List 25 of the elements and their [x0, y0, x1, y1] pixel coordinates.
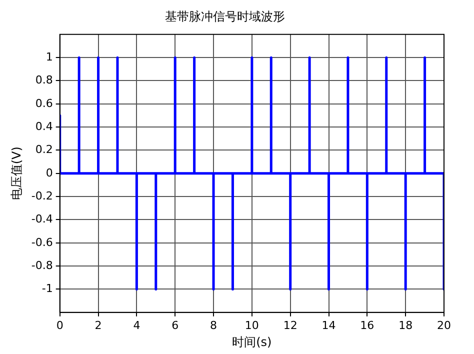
y-tick-label: 0.4 [35, 120, 53, 133]
x-tick-label: 4 [133, 318, 140, 332]
x-tick-label: 18 [398, 318, 413, 332]
y-tick-label: -1 [42, 282, 53, 296]
x-tick-label: 10 [244, 318, 259, 332]
x-tick-label: 12 [283, 318, 298, 332]
y-tick-label: 1 [46, 50, 53, 64]
chart-title: 基带脉冲信号时域波形 [165, 9, 285, 24]
y-tick-label: 0 [46, 166, 53, 180]
x-tick-label: 0 [56, 318, 64, 332]
x-tick-label: 8 [210, 318, 218, 332]
y-tick-label: 0.8 [35, 74, 53, 87]
y-tick-label: -0.8 [31, 258, 53, 272]
x-tick-label: 16 [360, 318, 374, 332]
y-tick-label: -0.4 [31, 212, 53, 226]
x-tick-label: 2 [94, 318, 102, 332]
x-tick-label: 20 [437, 318, 451, 332]
y-tick-label: 0.6 [35, 96, 53, 110]
x-tick-label: 14 [322, 318, 336, 332]
y-tick-label: -0.2 [31, 189, 53, 202]
x-axis-title: 时间(s) [232, 334, 272, 349]
y-tick-label: -0.6 [31, 236, 53, 249]
y-tick-label: 0.2 [35, 143, 53, 156]
y-axis-title: 电压值(V) [9, 146, 24, 200]
x-tick-label: 6 [172, 318, 179, 332]
